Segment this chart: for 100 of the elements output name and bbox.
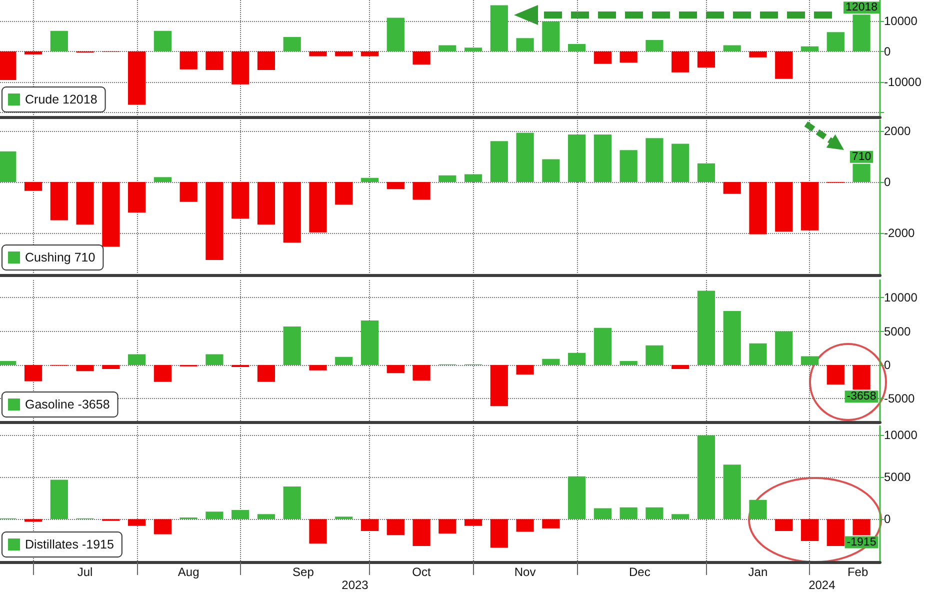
bar <box>646 507 664 520</box>
bar <box>76 365 94 372</box>
bar <box>50 182 68 220</box>
bar <box>672 365 690 370</box>
bar <box>335 182 353 205</box>
bar <box>283 326 301 365</box>
bar <box>646 40 664 52</box>
bar <box>490 519 508 548</box>
data-label: 12018 <box>846 2 878 14</box>
bar <box>154 177 172 182</box>
y-tick-label: 0 <box>884 174 891 189</box>
y-tick-label: 5000 <box>884 470 912 484</box>
bar <box>386 519 404 536</box>
bar <box>257 514 276 520</box>
bar <box>154 365 172 382</box>
bar <box>568 476 586 520</box>
bar <box>309 182 327 232</box>
text: 2024 <box>808 578 836 592</box>
y-tick-label: 5000 <box>884 324 912 338</box>
bar <box>232 182 250 219</box>
bar <box>542 358 560 365</box>
bar <box>438 175 456 182</box>
bar <box>24 365 42 382</box>
bar <box>283 486 301 520</box>
bar <box>697 435 716 520</box>
bar <box>672 51 690 72</box>
y-tick-label: 10000 <box>884 14 918 28</box>
bar <box>646 138 664 182</box>
bar <box>360 320 379 365</box>
bar <box>516 38 534 52</box>
bar <box>542 21 560 52</box>
bar <box>568 44 586 52</box>
x-tick-label: Feb <box>847 565 868 579</box>
bar <box>283 182 301 243</box>
bar <box>232 510 250 520</box>
bar <box>102 365 120 370</box>
bar <box>594 328 612 365</box>
bar <box>309 51 327 56</box>
bar <box>775 51 793 79</box>
bar <box>50 30 68 52</box>
bar <box>464 48 482 52</box>
y-tick-label: -2000 <box>884 226 916 240</box>
bar <box>542 159 560 182</box>
bar <box>0 51 16 80</box>
bar <box>154 519 172 534</box>
bar <box>697 290 716 365</box>
bar <box>257 51 276 70</box>
bar <box>620 507 638 520</box>
bar <box>775 331 793 365</box>
x-tick-label: Sep <box>292 565 314 579</box>
bar <box>749 500 767 520</box>
bar <box>438 519 456 534</box>
x-tick-label: Oct <box>412 565 432 579</box>
bar <box>464 174 482 182</box>
bar <box>386 182 404 190</box>
bar <box>697 163 716 182</box>
bar <box>542 519 560 528</box>
bar <box>335 516 353 520</box>
legend-label: Crude 12018 <box>25 92 98 106</box>
bar <box>464 519 482 526</box>
bar <box>723 311 741 365</box>
bar <box>723 464 741 520</box>
x-tick-label: Jan <box>748 565 768 579</box>
bar <box>128 182 146 213</box>
bar <box>76 182 94 225</box>
bar <box>180 51 198 70</box>
bar <box>0 151 16 182</box>
bar <box>309 519 327 544</box>
bar <box>24 182 42 191</box>
y-tick-label: -10000 <box>884 74 922 89</box>
bar <box>749 182 767 234</box>
bar <box>620 51 638 63</box>
bar <box>568 352 586 365</box>
bar <box>490 141 508 182</box>
bar <box>206 512 224 520</box>
x-tick-label: Jul <box>77 565 93 579</box>
data-label: -3658 <box>846 390 876 403</box>
legend-label: Gasoline -3658 <box>25 398 110 412</box>
bar <box>723 182 741 194</box>
y-tick-label: 0 <box>884 358 891 372</box>
bar <box>516 519 534 532</box>
y-tick-label: 0 <box>884 512 891 526</box>
data-label: 710 <box>852 150 872 163</box>
bar <box>490 365 508 406</box>
bar <box>775 519 793 531</box>
bar <box>568 134 586 182</box>
y-tick-label: -5000 <box>884 392 916 406</box>
bar <box>672 514 690 520</box>
bar <box>800 519 819 542</box>
text: 2023 <box>342 578 369 592</box>
bar <box>232 51 250 84</box>
bar <box>257 365 276 382</box>
bar <box>826 365 844 385</box>
bar <box>283 36 301 52</box>
bar <box>154 30 172 52</box>
data-label: -1915 <box>846 536 876 548</box>
bar <box>749 51 767 58</box>
y-tick-label: 0 <box>884 44 891 58</box>
bar <box>516 365 534 374</box>
bar <box>800 182 819 230</box>
